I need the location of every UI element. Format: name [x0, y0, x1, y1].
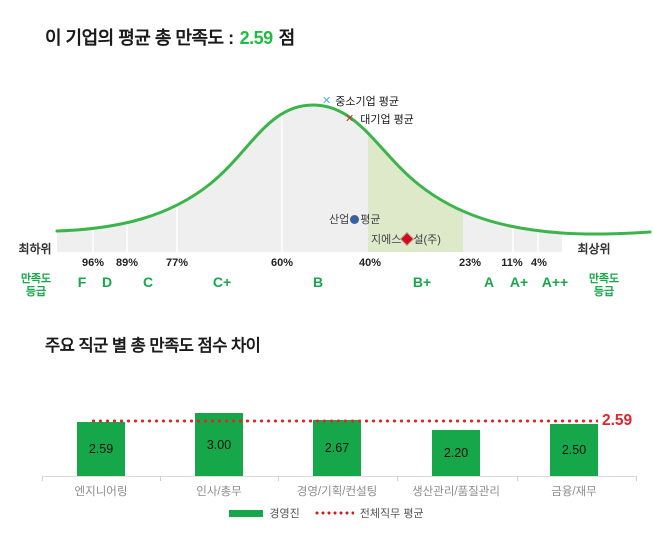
bar-value-label: 3.00 [206, 437, 232, 452]
percent-tick: 77% [165, 257, 189, 269]
axis-tick [397, 476, 398, 481]
bar-category-label: 인사/총무 [196, 486, 242, 498]
section1-title: 이 기업의 평균 총 만족도 :2.59 점 [45, 24, 295, 50]
grade-label: F [77, 274, 87, 290]
legend-dotted-swatch [313, 511, 354, 515]
bar-chart-legend: 경영진 전체직무 평균 [0, 505, 653, 521]
grade-label: C [142, 274, 154, 290]
axis-highest-label: 최상위 [577, 242, 611, 256]
section1-title-unit: 점 [278, 28, 296, 48]
bar-value-label: 2.20 [443, 445, 469, 460]
large-company-average-label: 대기업 평균 [360, 114, 414, 126]
grade-label: D [101, 274, 113, 290]
section2-accent-bar [45, 322, 90, 328]
bar-category-label: 엔지니어링 [74, 486, 128, 498]
legend-line-label: 전체직무 평균 [359, 508, 424, 520]
axis-tick [278, 476, 279, 481]
grade-label: A+ [509, 274, 529, 290]
sme-average-label: 중소기업 평균 [335, 96, 399, 108]
percent-tick: 96% [81, 257, 105, 269]
axis-tick [160, 476, 161, 481]
average-line-value: 2.59 [602, 412, 633, 429]
grade-separator-lines [92, 105, 539, 252]
bar-value-label: 2.67 [324, 440, 350, 455]
sme-x-icon: ✕ [322, 94, 332, 107]
section1-title-text: 이 기업의 평균 총 만족도 : [45, 28, 234, 48]
legend-bars-label: 경영진 [269, 508, 300, 520]
percent-tick: 40% [358, 257, 382, 269]
industry-average-label-left: 산업 [329, 214, 350, 226]
percent-tick: 89% [115, 257, 139, 269]
axis-tick [636, 476, 637, 481]
grade-highlight-band [368, 133, 463, 252]
company-diamond-icon [401, 233, 414, 245]
large-company-average-marker: ✕ 대기업 평균 [345, 111, 414, 127]
satisfaction-bar [313, 419, 361, 476]
satisfaction-bar [550, 423, 598, 476]
grade-caption-right-line2: 등급 [593, 286, 615, 298]
large-company-x-icon: ✕ [345, 112, 355, 125]
industry-circle-icon [350, 214, 360, 224]
bar-category-label: 경영/기획/컨설팅 [296, 486, 378, 498]
legend-item-line: 전체직무 평균 [313, 505, 424, 521]
grade-caption-left: 만족도 등급 [21, 273, 51, 299]
percent-tick: 60% [270, 257, 294, 269]
grade-label: B+ [412, 274, 432, 290]
axis-tick [42, 476, 43, 481]
percent-tick: 4% [531, 257, 547, 269]
average-score-value: 2.59 [239, 28, 274, 48]
bar-category-label: 생산관리/품질관리 [412, 486, 500, 498]
grade-label: B [312, 274, 324, 290]
average-dotted-line [90, 419, 598, 423]
grade-label: A [483, 274, 495, 290]
next-section-accent-bar [45, 523, 90, 529]
satisfaction-bar [195, 413, 243, 476]
grade-label: C+ [212, 274, 232, 290]
bar-category-label: 금융/재무 [551, 486, 597, 498]
sme-average-marker: ✕ 중소기업 평균 [322, 93, 399, 109]
bar-value-label: 2.50 [561, 442, 587, 457]
axis-tick [517, 476, 518, 481]
satisfaction-bar [432, 429, 480, 476]
bar-value-label: 2.59 [88, 441, 114, 456]
company-label-left: 지에스 [371, 234, 402, 246]
industry-average-label-right: 평균 [360, 214, 381, 226]
company-marker: 지에스 설(주) [371, 231, 441, 247]
grade-label: A++ [541, 274, 569, 290]
percent-tick: 11% [501, 257, 523, 269]
company-label-right: 설(주) [413, 234, 441, 246]
bar-chart-baseline [42, 476, 636, 477]
grade-caption-left-line1: 만족도 [20, 273, 52, 285]
legend-item-bars: 경영진 [229, 505, 300, 521]
legend-bar-swatch [229, 509, 264, 517]
distribution-area-fill [57, 105, 562, 252]
grade-caption-right: 만족도 등급 [589, 273, 619, 299]
grade-caption-right-line1: 만족도 [588, 273, 620, 285]
section2-title: 주요 직군 별 총 만족도 점수 차이 [45, 337, 261, 355]
axis-lowest-label: 최하위 [18, 242, 52, 256]
grade-caption-left-line2: 등급 [25, 286, 47, 298]
section1-accent-bar [45, 11, 90, 17]
satisfaction-bar [77, 421, 125, 476]
industry-average-marker: 산업 평균 [329, 211, 381, 227]
percent-tick: 23% [458, 257, 482, 269]
